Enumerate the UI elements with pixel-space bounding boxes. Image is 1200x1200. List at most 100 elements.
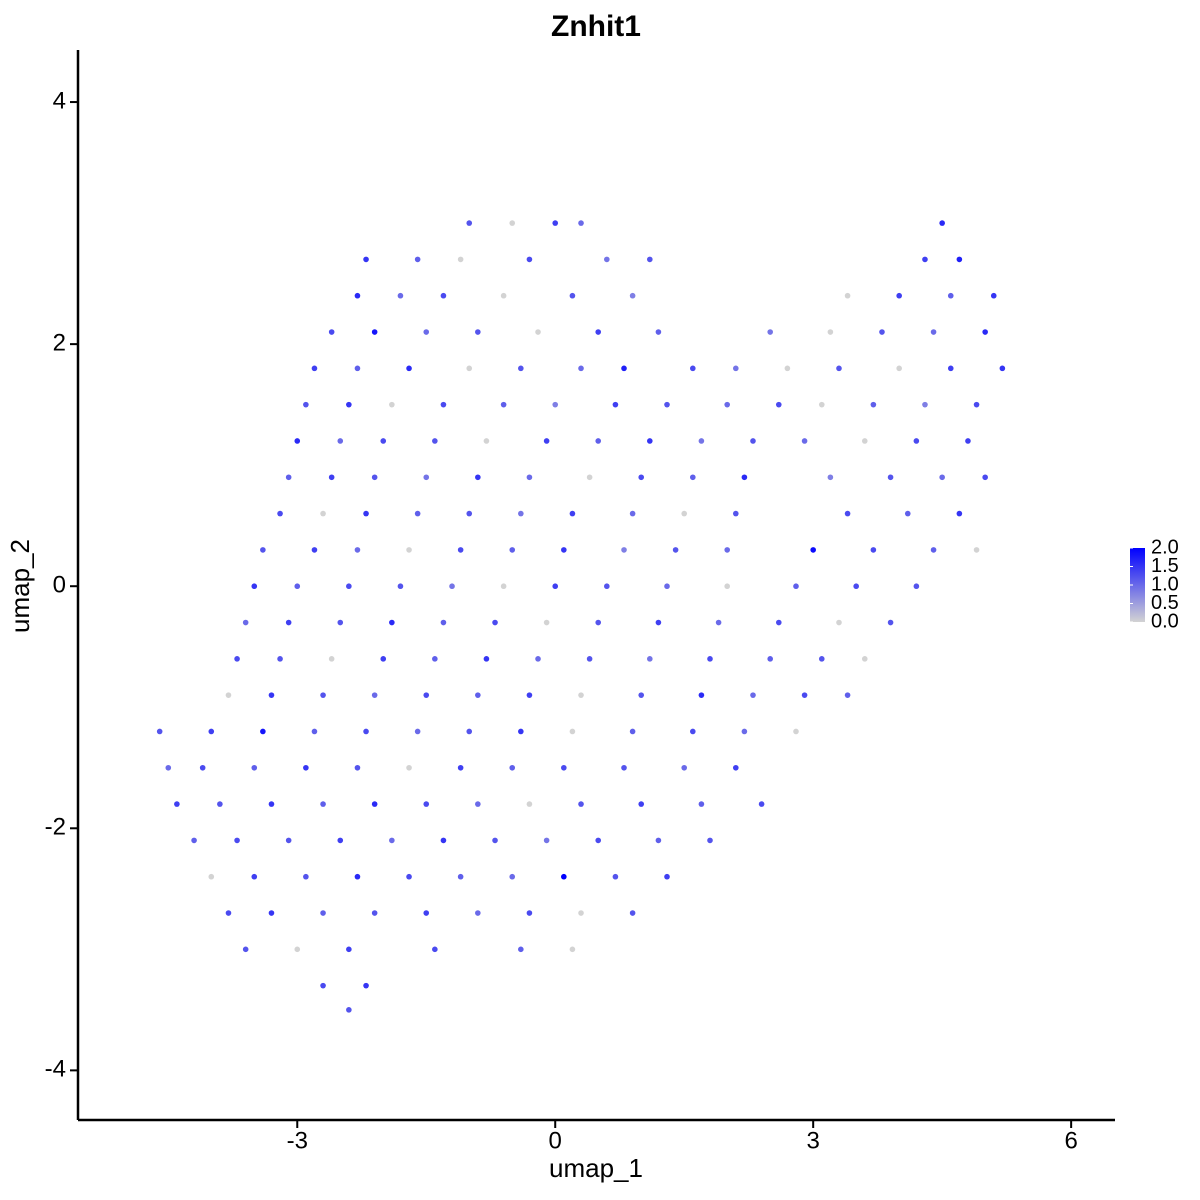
point <box>285 837 292 844</box>
point <box>561 547 567 553</box>
point <box>432 946 438 953</box>
point <box>595 837 602 844</box>
point <box>251 764 258 771</box>
point <box>337 619 344 626</box>
point <box>836 619 842 626</box>
chart-title: Znhit1 <box>551 10 641 43</box>
point <box>354 764 361 771</box>
x-tick-label: 6 <box>1064 1127 1077 1154</box>
point <box>217 801 223 807</box>
point <box>354 547 361 553</box>
point <box>457 764 464 771</box>
point <box>475 910 481 916</box>
point <box>526 692 533 698</box>
point <box>346 1007 352 1013</box>
point <box>999 365 1006 372</box>
point <box>552 583 559 590</box>
point <box>638 474 645 481</box>
point <box>569 292 576 299</box>
point <box>440 401 447 408</box>
y-tick-label: 0 <box>53 572 66 599</box>
point <box>750 438 756 444</box>
point <box>311 365 318 372</box>
point <box>320 982 326 989</box>
point <box>535 329 541 335</box>
point <box>595 619 602 626</box>
point <box>621 764 627 771</box>
point <box>457 256 464 263</box>
point <box>432 438 438 444</box>
point <box>758 801 765 807</box>
point <box>775 401 782 408</box>
point <box>371 329 378 335</box>
colorbar-label: 1.0 <box>1151 573 1179 595</box>
point <box>518 728 524 735</box>
y-tick-label: -4 <box>45 1056 66 1083</box>
point <box>483 656 490 662</box>
point <box>423 801 430 807</box>
point <box>363 728 369 735</box>
point <box>389 401 395 408</box>
point <box>492 619 498 626</box>
point <box>492 837 498 844</box>
point <box>578 220 584 226</box>
point <box>423 692 430 698</box>
point <box>982 329 988 335</box>
point <box>698 801 705 807</box>
point <box>621 547 627 553</box>
point <box>354 292 361 299</box>
point <box>371 692 378 698</box>
point <box>793 583 799 590</box>
point <box>750 692 756 698</box>
colorbar <box>1130 548 1145 622</box>
point <box>612 873 619 880</box>
point <box>904 510 911 517</box>
x-tick-label: 3 <box>807 1127 820 1154</box>
point <box>414 728 421 735</box>
point <box>775 619 782 626</box>
point <box>801 438 808 444</box>
point <box>260 728 266 735</box>
point <box>793 728 799 735</box>
point <box>741 474 748 481</box>
point <box>887 474 894 481</box>
point <box>320 801 326 807</box>
point <box>561 873 567 880</box>
point <box>242 619 249 626</box>
point <box>655 329 662 335</box>
point <box>251 873 258 880</box>
point <box>457 873 464 880</box>
point <box>629 910 636 916</box>
point <box>844 692 851 698</box>
point <box>500 292 507 299</box>
point <box>801 692 808 698</box>
point <box>973 547 980 553</box>
point <box>647 656 653 662</box>
point <box>715 619 722 626</box>
point <box>552 220 559 226</box>
point <box>354 365 361 372</box>
point <box>732 365 739 372</box>
point <box>861 656 868 662</box>
point <box>844 510 851 517</box>
point <box>242 946 249 953</box>
point <box>818 656 825 662</box>
point <box>440 619 447 626</box>
point <box>251 583 258 590</box>
point <box>406 547 412 553</box>
point <box>509 547 516 553</box>
point <box>612 401 619 408</box>
point <box>518 365 524 372</box>
point <box>346 583 352 590</box>
point <box>698 692 705 698</box>
point <box>406 873 412 880</box>
y-tick-label: -2 <box>45 814 66 841</box>
point <box>423 910 430 916</box>
point <box>629 510 636 517</box>
colorbar-label: 1.5 <box>1151 555 1179 577</box>
point <box>707 656 713 662</box>
point <box>844 292 851 299</box>
point <box>483 438 490 444</box>
point <box>526 910 533 916</box>
